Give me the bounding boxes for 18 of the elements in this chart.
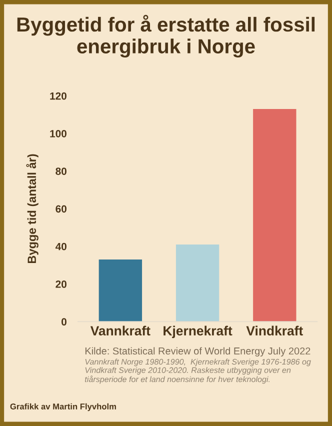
bar: [253, 109, 296, 322]
y-tick-label: 40: [55, 242, 66, 250]
text: Grafikk av Martin Flyvholm: [10, 403, 116, 412]
y-axis-title: Bygge tid (antall år): [26, 154, 38, 264]
y-tick-label: 100: [50, 130, 66, 138]
bar: [176, 244, 220, 322]
y-tick-label: 20: [56, 280, 66, 288]
text: Vannkraft Norge 1980-1990, Kjernekraft Sverige 1976-1986 og Vindkraft Sverige 2010-2020. Raskeste utbygging over en tiårsperiode for et land noensinne for hver teknologi.: [85, 358, 311, 384]
y-tick-label: 0: [62, 318, 66, 326]
y-tick-label: 80: [56, 168, 66, 175]
bar: [98, 260, 142, 322]
x-tick-label: Vannkraft: [90, 326, 150, 336]
y-tick-label: 60: [56, 205, 66, 213]
x-tick-label: Kjernekraft: [164, 326, 232, 338]
chart-title: Byggetid for å erstatte all fossil energibruk i Norge: [17, 14, 315, 58]
y-tick-label: 120: [50, 92, 66, 100]
x-tick-label: Vindkraft: [246, 326, 303, 336]
text: Kilde: Statistical Review of World Energy July 2022: [85, 347, 310, 357]
